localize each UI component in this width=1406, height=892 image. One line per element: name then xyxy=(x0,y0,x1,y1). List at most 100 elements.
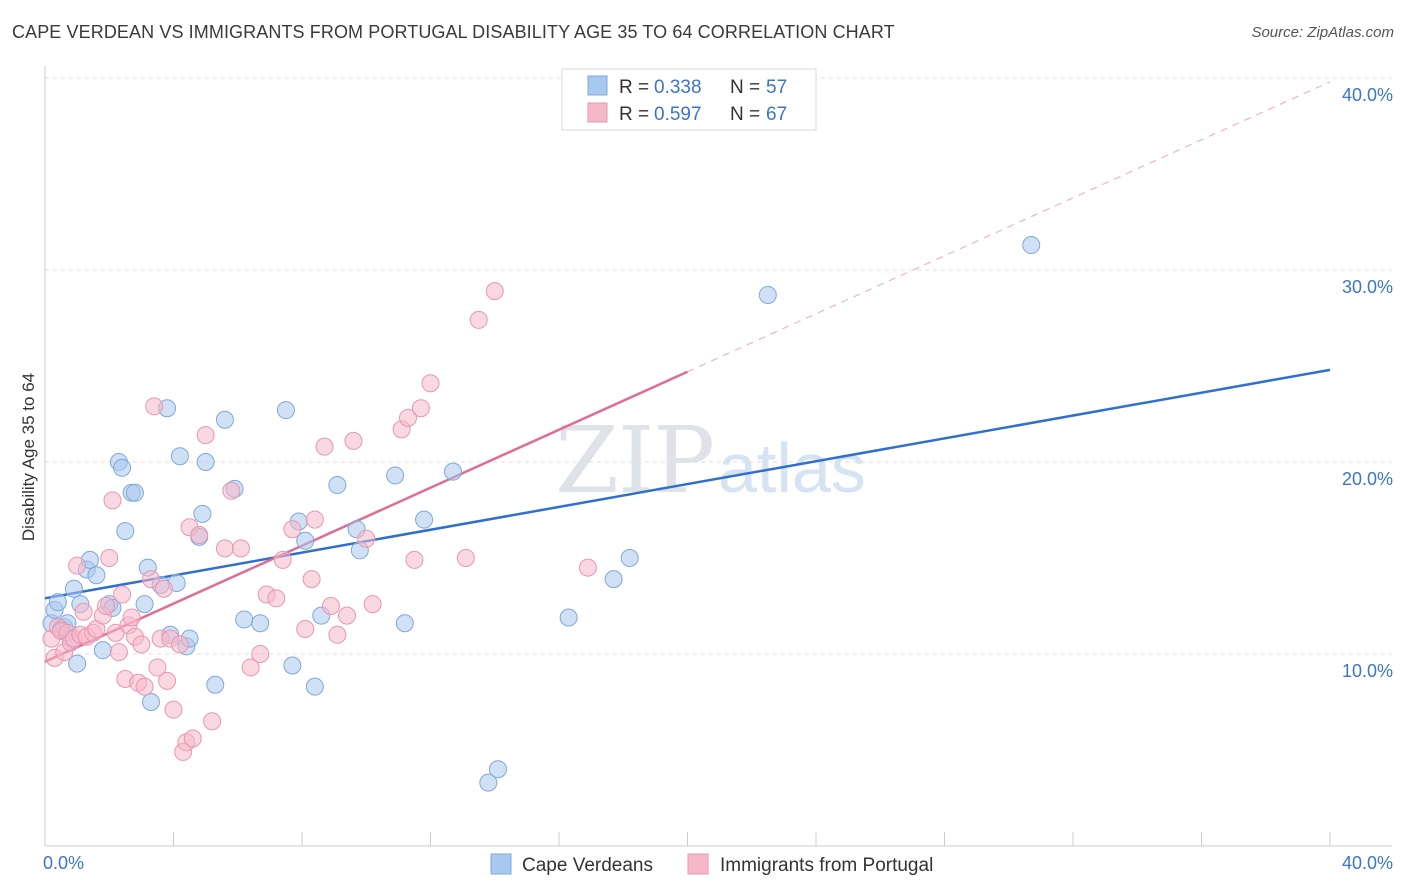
series-1-point-36 xyxy=(170,635,189,654)
data-points xyxy=(42,236,1041,792)
series-1-point-67 xyxy=(411,399,430,418)
series-1-point-16 xyxy=(100,549,119,567)
series-1-trend-line xyxy=(44,370,689,663)
axes xyxy=(44,66,1392,847)
series-1-point-35 xyxy=(164,700,183,719)
series-1-point-54 xyxy=(302,570,321,589)
series-1-point-52 xyxy=(283,520,302,539)
legend-r-value-1: 0.338 xyxy=(654,77,702,98)
series-1-point-59 xyxy=(337,606,356,625)
tick-labels: 10.0% 20.0% 30.0% 40.0% 0.0% 40.0% xyxy=(43,85,1393,873)
series-1-point-17 xyxy=(103,491,122,510)
trend-lines xyxy=(44,81,1331,663)
legend-n-value-2: 67 xyxy=(766,104,787,125)
watermark-zip: ZIP xyxy=(555,407,715,514)
top-legend: R = 0.338 N = 57 R = 0.597 N = 67 xyxy=(561,68,817,131)
series-1-point-20 xyxy=(113,585,132,604)
y-tick-label-1: 20.0% xyxy=(1342,469,1393,489)
bottom-legend-label-pink: Immigrants from Portugal xyxy=(720,855,933,876)
series-0-point-42 xyxy=(296,531,315,550)
series-0-point-8 xyxy=(68,654,87,673)
series-1-point-50 xyxy=(267,589,286,608)
series-0-point-53 xyxy=(488,760,507,779)
series-0-point-57 xyxy=(758,285,777,304)
series-1-point-61 xyxy=(357,529,376,548)
series-1-point-48 xyxy=(251,645,270,663)
series-0-point-55 xyxy=(604,570,623,589)
legend-n-label-2: N = xyxy=(730,104,760,125)
source-credit: Source: ZipAtlas.com xyxy=(1251,24,1394,41)
series-1-point-29 xyxy=(145,397,164,416)
x-tick-label-0: 0.0% xyxy=(43,853,84,873)
series-0-trend-line xyxy=(44,368,1331,600)
series-0-point-52 xyxy=(479,773,498,792)
series-0-point-12 xyxy=(87,566,106,585)
series-0-point-21 xyxy=(135,595,154,614)
bottom-legend-label-blue: Cape Verdeans xyxy=(522,855,653,876)
series-0-point-39 xyxy=(276,401,295,420)
series-1-point-28 xyxy=(142,570,161,589)
legend-n-value-1: 57 xyxy=(766,77,787,98)
series-1-point-44 xyxy=(215,539,234,558)
series-0-point-50 xyxy=(415,510,434,529)
series-1-point-60 xyxy=(344,431,363,450)
series-0-point-49 xyxy=(395,614,414,633)
series-1-point-23 xyxy=(122,608,141,627)
series-0-point-58 xyxy=(1022,236,1041,255)
legend-r-value-2: 0.597 xyxy=(654,104,702,125)
series-0-point-40 xyxy=(283,656,302,675)
legend-r-label-1: R = xyxy=(619,77,649,98)
series-0-point-43 xyxy=(305,677,324,696)
series-1-point-33 xyxy=(158,671,177,690)
series-1-point-68 xyxy=(456,549,475,567)
bottom-legend: Cape Verdeans Immigrants from Portugal xyxy=(490,853,933,876)
series-1-point-69 xyxy=(469,310,488,329)
series-1-trend-extension xyxy=(687,81,1331,373)
series-1-point-64 xyxy=(399,408,418,427)
legend-swatch-pink xyxy=(587,102,608,123)
series-1-point-66 xyxy=(421,374,440,393)
series-0-point-48 xyxy=(386,466,405,485)
series-0-point-33 xyxy=(196,453,215,471)
y-axis-label: Disability Age 35 to 64 xyxy=(19,373,38,541)
y-tick-label-0: 10.0% xyxy=(1342,661,1393,681)
series-1-point-65 xyxy=(405,550,424,569)
series-1-point-8 xyxy=(68,556,87,575)
series-1-point-51 xyxy=(273,550,292,569)
series-0-point-23 xyxy=(142,693,161,711)
series-0-point-38 xyxy=(251,614,270,633)
series-0-point-54 xyxy=(559,608,578,627)
series-1-point-55 xyxy=(305,510,324,529)
series-1-point-56 xyxy=(315,437,334,456)
legend-r-label-2: R = xyxy=(619,104,649,125)
grid-lines xyxy=(45,77,1392,655)
x-tick-label-1: 40.0% xyxy=(1342,853,1393,873)
series-0-point-32 xyxy=(193,504,212,523)
bottom-legend-swatch-pink xyxy=(687,853,709,875)
series-0-point-20 xyxy=(125,483,144,502)
series-1-point-58 xyxy=(328,625,347,644)
series-0-point-28 xyxy=(170,447,189,466)
legend-swatch-blue xyxy=(587,75,608,96)
series-1-point-43 xyxy=(203,712,222,731)
series-1-point-30 xyxy=(148,658,167,677)
series-1-point-45 xyxy=(222,481,241,500)
series-1-point-70 xyxy=(485,282,504,301)
series-0-point-7 xyxy=(64,579,83,598)
series-1-point-41 xyxy=(190,525,209,544)
series-1-point-42 xyxy=(196,426,215,445)
series-1-point-19 xyxy=(109,643,128,662)
series-0-point-56 xyxy=(620,549,639,567)
series-1-point-15 xyxy=(97,597,116,615)
series-1-point-57 xyxy=(321,597,340,615)
series-0-point-18 xyxy=(116,522,135,541)
series-1-point-53 xyxy=(296,620,315,639)
chart-title: CAPE VERDEAN VS IMMIGRANTS FROM PORTUGAL… xyxy=(12,22,895,42)
series-1-point-10 xyxy=(74,602,93,621)
series-0-point-34 xyxy=(206,675,225,694)
series-1-point-40 xyxy=(183,729,202,748)
series-1-point-71 xyxy=(578,558,597,577)
series-1-point-47 xyxy=(241,658,260,677)
series-1-point-62 xyxy=(363,595,382,614)
series-1-point-46 xyxy=(231,539,250,558)
